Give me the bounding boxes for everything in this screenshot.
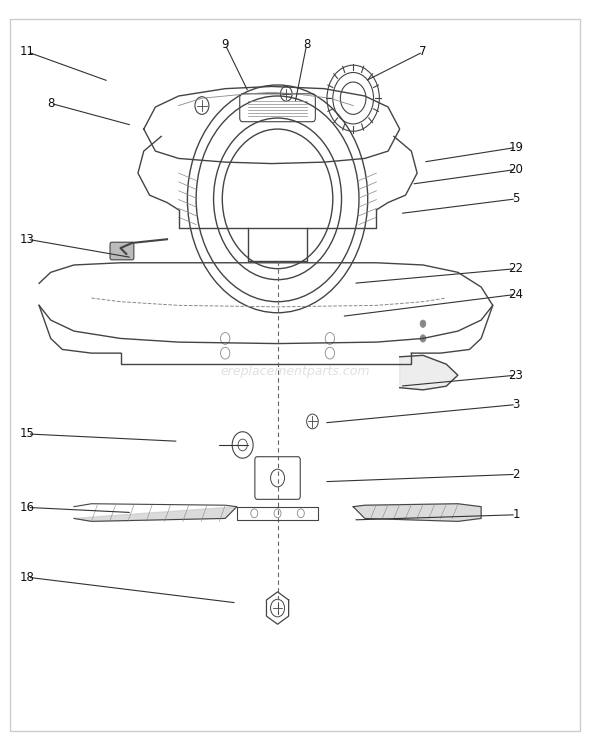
Text: 16: 16 [20,501,35,514]
Text: 11: 11 [20,45,35,59]
Text: 1: 1 [512,508,520,522]
Polygon shape [399,355,458,390]
Text: 19: 19 [509,141,523,154]
Text: 8: 8 [47,97,54,110]
Text: 18: 18 [20,571,35,584]
FancyBboxPatch shape [110,242,134,260]
Circle shape [420,335,426,342]
Text: 5: 5 [512,192,520,205]
Text: 24: 24 [509,288,523,301]
Text: 3: 3 [512,398,520,411]
Polygon shape [353,504,481,522]
Text: 8: 8 [303,38,310,51]
Text: 20: 20 [509,163,523,176]
Text: 7: 7 [419,45,427,59]
Circle shape [420,320,426,328]
Polygon shape [74,507,237,522]
Text: ereplacementparts.com: ereplacementparts.com [220,365,370,378]
Text: 22: 22 [509,262,523,275]
Text: 2: 2 [512,468,520,481]
Text: 13: 13 [20,233,35,246]
Text: 23: 23 [509,369,523,382]
Text: 9: 9 [221,38,229,51]
Text: 15: 15 [20,427,35,441]
